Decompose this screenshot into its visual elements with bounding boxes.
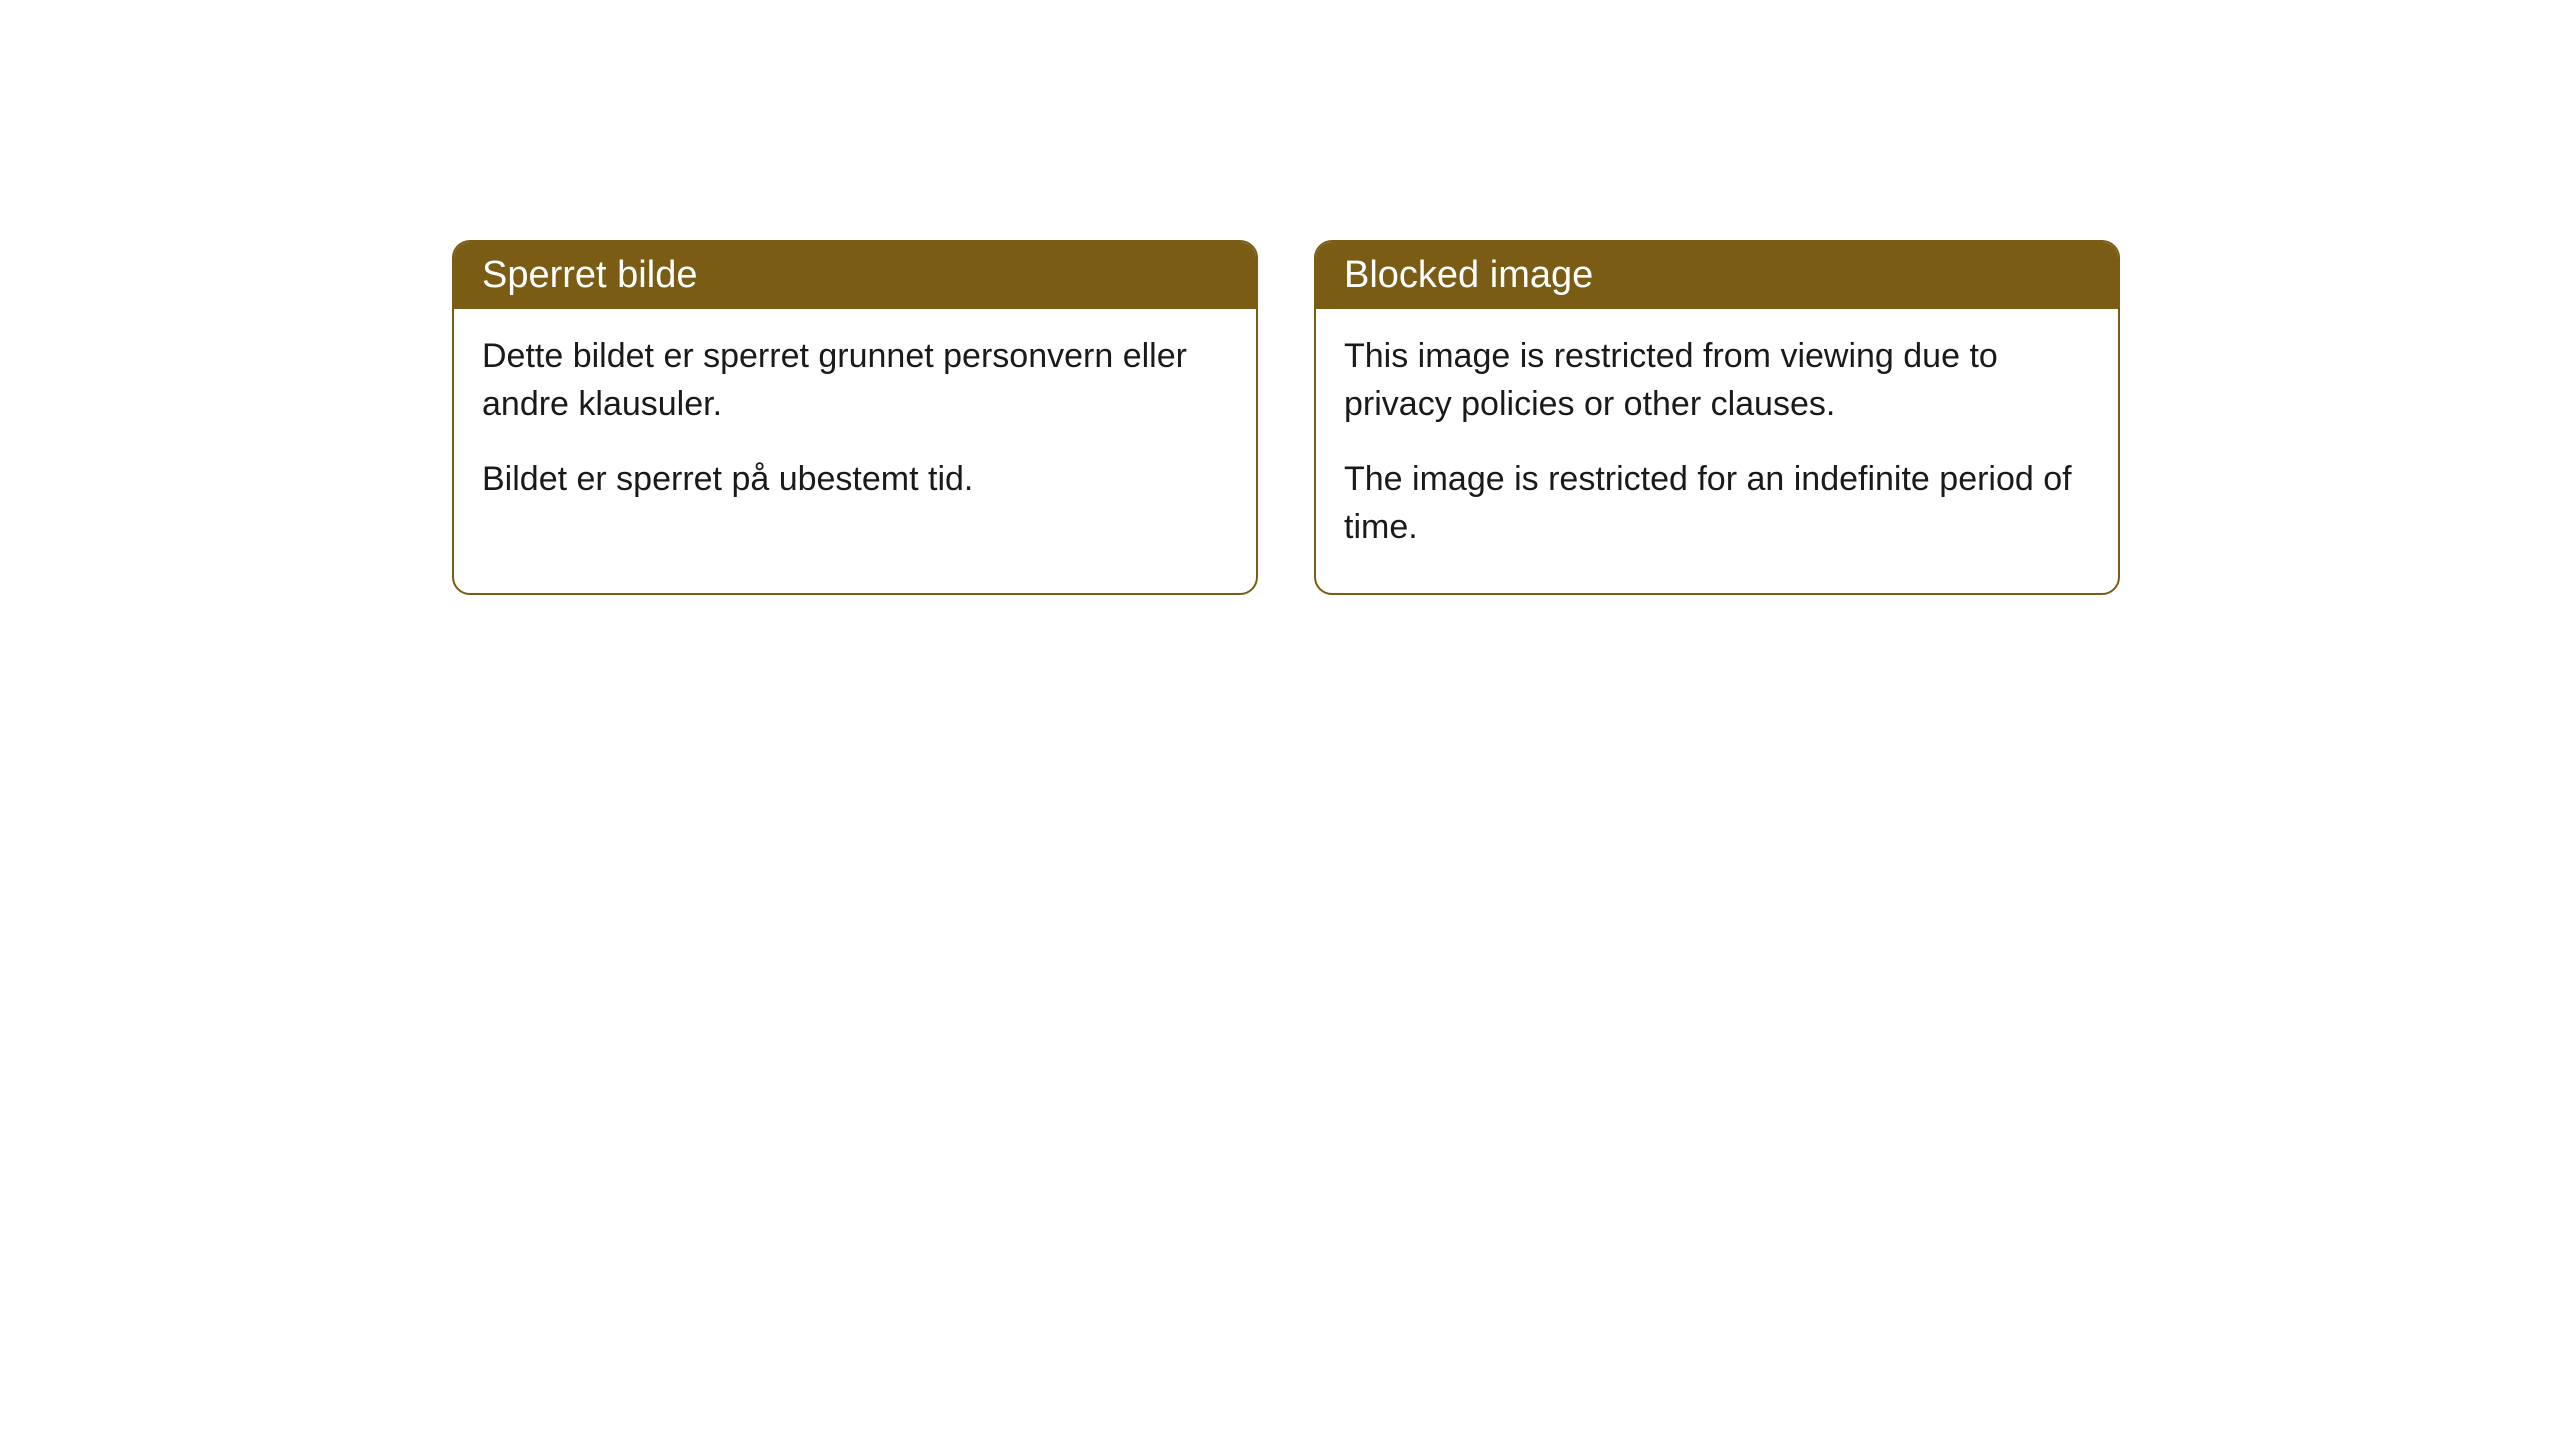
blocked-image-card-norwegian: Sperret bilde Dette bildet er sperret gr… [452, 240, 1258, 595]
notice-cards-container: Sperret bilde Dette bildet er sperret gr… [452, 240, 2120, 595]
card-title: Blocked image [1344, 254, 1593, 296]
card-text-paragraph: Dette bildet er sperret grunnet personve… [482, 333, 1228, 428]
card-body: Dette bildet er sperret grunnet personve… [454, 309, 1256, 546]
card-body: This image is restricted from viewing du… [1316, 309, 2118, 593]
blocked-image-card-english: Blocked image This image is restricted f… [1314, 240, 2120, 595]
card-header: Blocked image [1316, 242, 2118, 309]
card-title: Sperret bilde [482, 254, 697, 296]
card-header: Sperret bilde [454, 242, 1256, 309]
card-text-paragraph: The image is restricted for an indefinit… [1344, 456, 2090, 551]
card-text-paragraph: Bildet er sperret på ubestemt tid. [482, 456, 1228, 504]
card-text-paragraph: This image is restricted from viewing du… [1344, 333, 2090, 428]
